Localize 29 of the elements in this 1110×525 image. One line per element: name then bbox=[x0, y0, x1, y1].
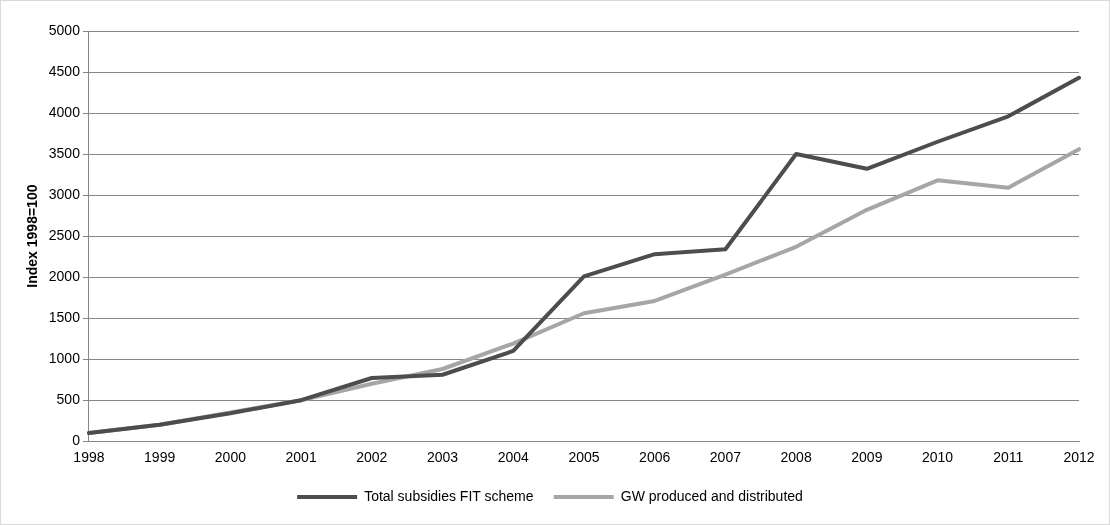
x-tick-label: 2008 bbox=[780, 449, 812, 466]
y-tick-label: 4000 bbox=[48, 103, 81, 120]
x-tick-label: 2011 bbox=[993, 449, 1024, 466]
x-tick-label: 2010 bbox=[921, 449, 954, 466]
y-tick-label: 3500 bbox=[48, 144, 81, 161]
x-tick-label: 1999 bbox=[144, 449, 176, 466]
legend-label: GW produced and distributed bbox=[620, 487, 803, 504]
y-tick-label: 1000 bbox=[48, 350, 81, 367]
x-tick-label: 2000 bbox=[214, 449, 247, 466]
y-tick-label: 4500 bbox=[48, 62, 81, 79]
x-tick-label: 2012 bbox=[1063, 449, 1095, 466]
legend-label: Total subsidies FIT scheme bbox=[364, 487, 534, 504]
y-tick-label: 3000 bbox=[48, 185, 81, 202]
x-tick-label: 1998 bbox=[73, 449, 105, 466]
y-tick-label: 2000 bbox=[48, 267, 81, 284]
x-tick-label: 2009 bbox=[851, 449, 883, 466]
x-tick-label: 2001 bbox=[285, 449, 317, 466]
x-tick-label: 2002 bbox=[356, 449, 388, 466]
y-tick-label: 1500 bbox=[48, 309, 81, 325]
y-tick-label: 5000 bbox=[48, 21, 81, 38]
y-axis-title: Index 1998=100 bbox=[24, 184, 41, 288]
y-tick-label: 2500 bbox=[48, 226, 81, 243]
x-tick-label: 2005 bbox=[568, 449, 600, 466]
x-tick-label: 2007 bbox=[709, 449, 742, 466]
y-tick-label: 0 bbox=[72, 432, 81, 449]
y-tick-label: 500 bbox=[56, 391, 81, 408]
x-tick-label: 2004 bbox=[497, 449, 530, 466]
x-tick-label: 2006 bbox=[639, 449, 671, 466]
x-tick-label: 2003 bbox=[426, 449, 459, 466]
